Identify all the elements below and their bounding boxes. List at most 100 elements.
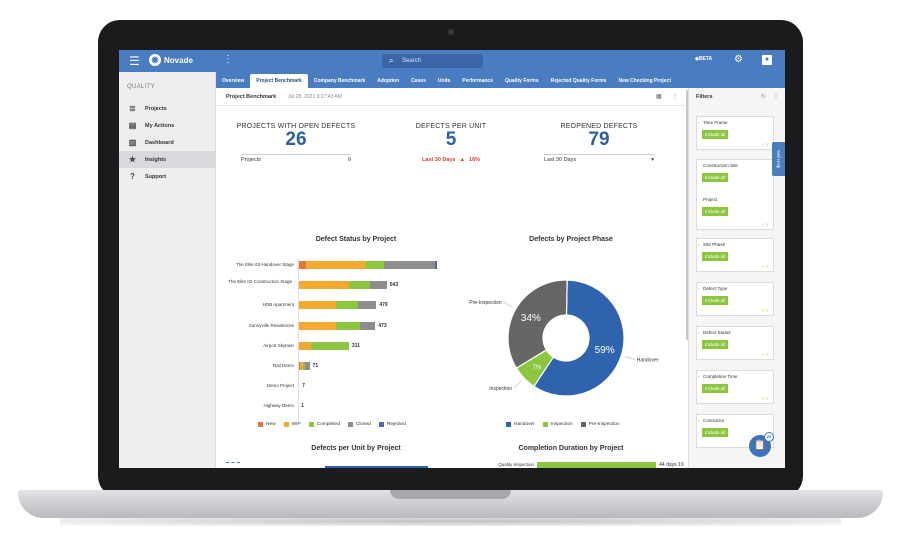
leader-line	[625, 356, 635, 360]
sidebar-item-dashboard[interactable]: ▥ Dashboard	[119, 134, 216, 151]
legend-item[interactable]: WIP	[283, 422, 301, 427]
kpi-divider	[544, 154, 654, 155]
bar-segment-completed[interactable]	[366, 261, 385, 269]
tab-overview[interactable]: Overview	[222, 78, 245, 84]
bar-segment-completed[interactable]	[303, 362, 305, 370]
include-all-chip[interactable]: Include all	[702, 252, 729, 261]
slice-category-label: Handover	[637, 357, 659, 363]
search-input[interactable]: ⌕ Search	[382, 54, 483, 68]
slice-value-label: 34%	[521, 313, 541, 324]
mini-scroll-preview[interactable]	[226, 462, 240, 468]
bar-segment-completed[interactable]	[335, 301, 359, 310]
bar-segment-wip[interactable]	[298, 301, 336, 310]
bar-segment-completed[interactable]	[348, 281, 370, 290]
kpi-footer[interactable]: Last 30 Days ▾	[544, 157, 654, 163]
donut-slice-handover[interactable]	[533, 279, 625, 397]
category-label: Rail Demo	[272, 363, 294, 368]
bar-segment-wip[interactable]	[298, 341, 312, 350]
include-all-chip[interactable]: Include all	[702, 340, 729, 349]
include-all-chip[interactable]: Include all	[702, 173, 729, 182]
filter-site-phase[interactable]: Site Phase › Include all ✓✓	[696, 238, 774, 272]
clipboard-icon: ▤	[128, 121, 137, 130]
filter-time-frame[interactable]: Time Frame › Include all ✓✓	[696, 116, 774, 150]
bar-segment-closed[interactable]	[360, 321, 376, 330]
sidebar-item-insights[interactable]: ★ Insights	[119, 151, 216, 168]
sidebar-item-support[interactable]: ? Support	[119, 168, 216, 185]
filter-label: Defect Type	[703, 286, 728, 291]
include-all-chip[interactable]: Include all	[702, 207, 729, 216]
brand-name: Novade	[164, 55, 193, 65]
tab-adoption[interactable]: Adoption	[377, 78, 400, 84]
tab-cases[interactable]: Cases	[411, 78, 426, 84]
bar-segment-wip[interactable]	[305, 261, 367, 269]
filter-defect-type[interactable]: Defect Type › Include all ✓✓	[696, 282, 774, 316]
star-icon: ★	[128, 155, 137, 164]
bar-segment-completed[interactable]	[335, 321, 361, 330]
kpi-foot-label: Last 30 Days	[421, 157, 456, 163]
self-help-tab[interactable]: Self Help	[772, 142, 785, 176]
bar-segment-new[interactable]	[298, 261, 306, 269]
menu-icon[interactable]: ☰	[129, 54, 140, 68]
kpi-value: 79	[588, 129, 610, 150]
sidebar-item-my-actions[interactable]: ▤ My Actions	[119, 117, 216, 134]
grid-icon[interactable]: ▦	[656, 94, 662, 100]
scrollbar[interactable]	[686, 90, 689, 340]
bar-segment-closed[interactable]	[384, 261, 435, 269]
tab-company-benchmark[interactable]: Company Benchmark	[313, 78, 366, 84]
bar-segment-wip[interactable]	[299, 362, 304, 370]
include-all-chip[interactable]: Include all	[702, 296, 729, 305]
filter-construction-site[interactable]: Construction Site Include all ✓✓ Project Inc…	[696, 159, 774, 230]
filter-completion-time[interactable]: Completion Time › Include all ✓✓	[696, 370, 774, 404]
search-icon: ⌕	[389, 56, 394, 65]
legend-item[interactable]: Inspection	[542, 422, 573, 427]
brand-logo[interactable]: ◉ Novade	[149, 54, 193, 66]
clipboard-fab[interactable]: 📋 20	[749, 432, 774, 457]
tab-new-checking-project[interactable]: New Checking Project	[618, 78, 671, 84]
bar-segment-completed[interactable]	[311, 341, 349, 350]
sidebar-item-projects[interactable]: ≣ Projects	[119, 100, 216, 117]
chart-title: Defects by Project Phase	[529, 236, 613, 243]
top-bar: ☰ ◉ Novade ⋮ ⌕ Search ◆BETA ⚙ ●	[119, 50, 785, 72]
refresh-icon[interactable]: ↻	[761, 94, 767, 100]
bar-segment-closed[interactable]	[369, 281, 387, 290]
filter-defect-status[interactable]: Defect Status › Include all ✓✓	[696, 326, 774, 360]
filter-label: Site Phase	[703, 242, 726, 247]
legend-item[interactable]: Completed	[308, 422, 340, 427]
clipboard-icon: 📋	[753, 440, 767, 451]
bar-segment-wip[interactable]	[298, 281, 349, 290]
bar[interactable]	[537, 462, 657, 468]
category-label: HDB Apartment	[262, 302, 294, 308]
more-options-icon[interactable]: ⋮	[223, 54, 233, 65]
more-options-icon[interactable]: ⋮	[672, 94, 678, 100]
tab-units[interactable]: Units	[437, 78, 451, 84]
tab-quality-forms[interactable]: Quality Forms	[504, 78, 539, 84]
gear-icon[interactable]: ⚙	[734, 54, 743, 65]
bar[interactable]	[325, 466, 429, 468]
include-all-chip[interactable]: Include all	[702, 384, 729, 393]
tab-project-benchmark[interactable]: Project Benchmark	[250, 74, 308, 88]
legend-item[interactable]: Closed	[347, 422, 371, 427]
tab-performance[interactable]: Performance	[462, 78, 493, 84]
legend-label: New	[266, 422, 276, 427]
include-all-chip[interactable]: Include all	[702, 428, 729, 437]
kpi-foot-label: Last 30 Days	[544, 157, 577, 163]
legend-swatch	[542, 422, 548, 427]
dashboard-main: Project Benchmark Jul 28, 2021 9:27:43 A…	[216, 88, 688, 468]
laptop-notch	[390, 490, 511, 499]
legend-item[interactable]: Pre-Inspection	[580, 422, 620, 427]
include-all-chip[interactable]: Include all	[702, 130, 729, 139]
user-icon[interactable]: ●	[762, 55, 772, 65]
tab-rejected-quality-forms[interactable]: Rejected Quality Forms	[550, 78, 607, 84]
bar-segment-closed[interactable]	[304, 362, 310, 370]
donut-slice-pre-inspection[interactable]	[507, 279, 568, 369]
beta-badge[interactable]: ◆BETA	[695, 56, 713, 62]
legend-item[interactable]: New	[258, 422, 276, 427]
bar-segment-wip[interactable]	[298, 321, 336, 330]
sidebar-section-title: QUALITY	[127, 84, 155, 90]
more-options-icon[interactable]: ⋮	[773, 94, 779, 100]
legend-item[interactable]: Rejected	[378, 422, 406, 427]
legend-item[interactable]: Handover	[506, 422, 535, 427]
bar-segment-rejected[interactable]	[435, 261, 437, 269]
dashboard-header: Project Benchmark Jul 28, 2021 9:27:43 A…	[216, 88, 688, 106]
bar-segment-closed[interactable]	[358, 301, 377, 310]
